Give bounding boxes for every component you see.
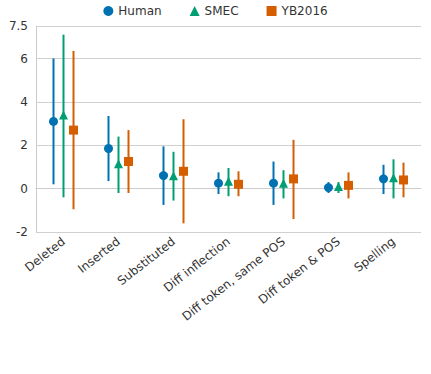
svg-text:Diff token & POS: Diff token & POS — [256, 234, 343, 306]
svg-text:Spelling: Spelling — [351, 234, 397, 274]
svg-text:-2: -2 — [16, 225, 28, 239]
svg-text:6: 6 — [20, 52, 28, 66]
svg-text:4: 4 — [20, 95, 28, 109]
svg-text:Substituted: Substituted — [114, 234, 178, 289]
svg-text:Human: Human — [118, 4, 161, 18]
svg-text:SMEC: SMEC — [205, 4, 239, 18]
svg-text:Inserted: Inserted — [75, 234, 123, 275]
svg-text:Deleted: Deleted — [22, 234, 68, 274]
svg-text:Diff token, same POS: Diff token, same POS — [179, 234, 287, 323]
svg-text:2: 2 — [20, 138, 28, 152]
svg-text:YB2016: YB2016 — [281, 4, 328, 18]
svg-text:Diff inflection: Diff inflection — [161, 234, 233, 295]
svg-text:0: 0 — [20, 182, 28, 196]
svg-text:7.5: 7.5 — [9, 19, 28, 33]
